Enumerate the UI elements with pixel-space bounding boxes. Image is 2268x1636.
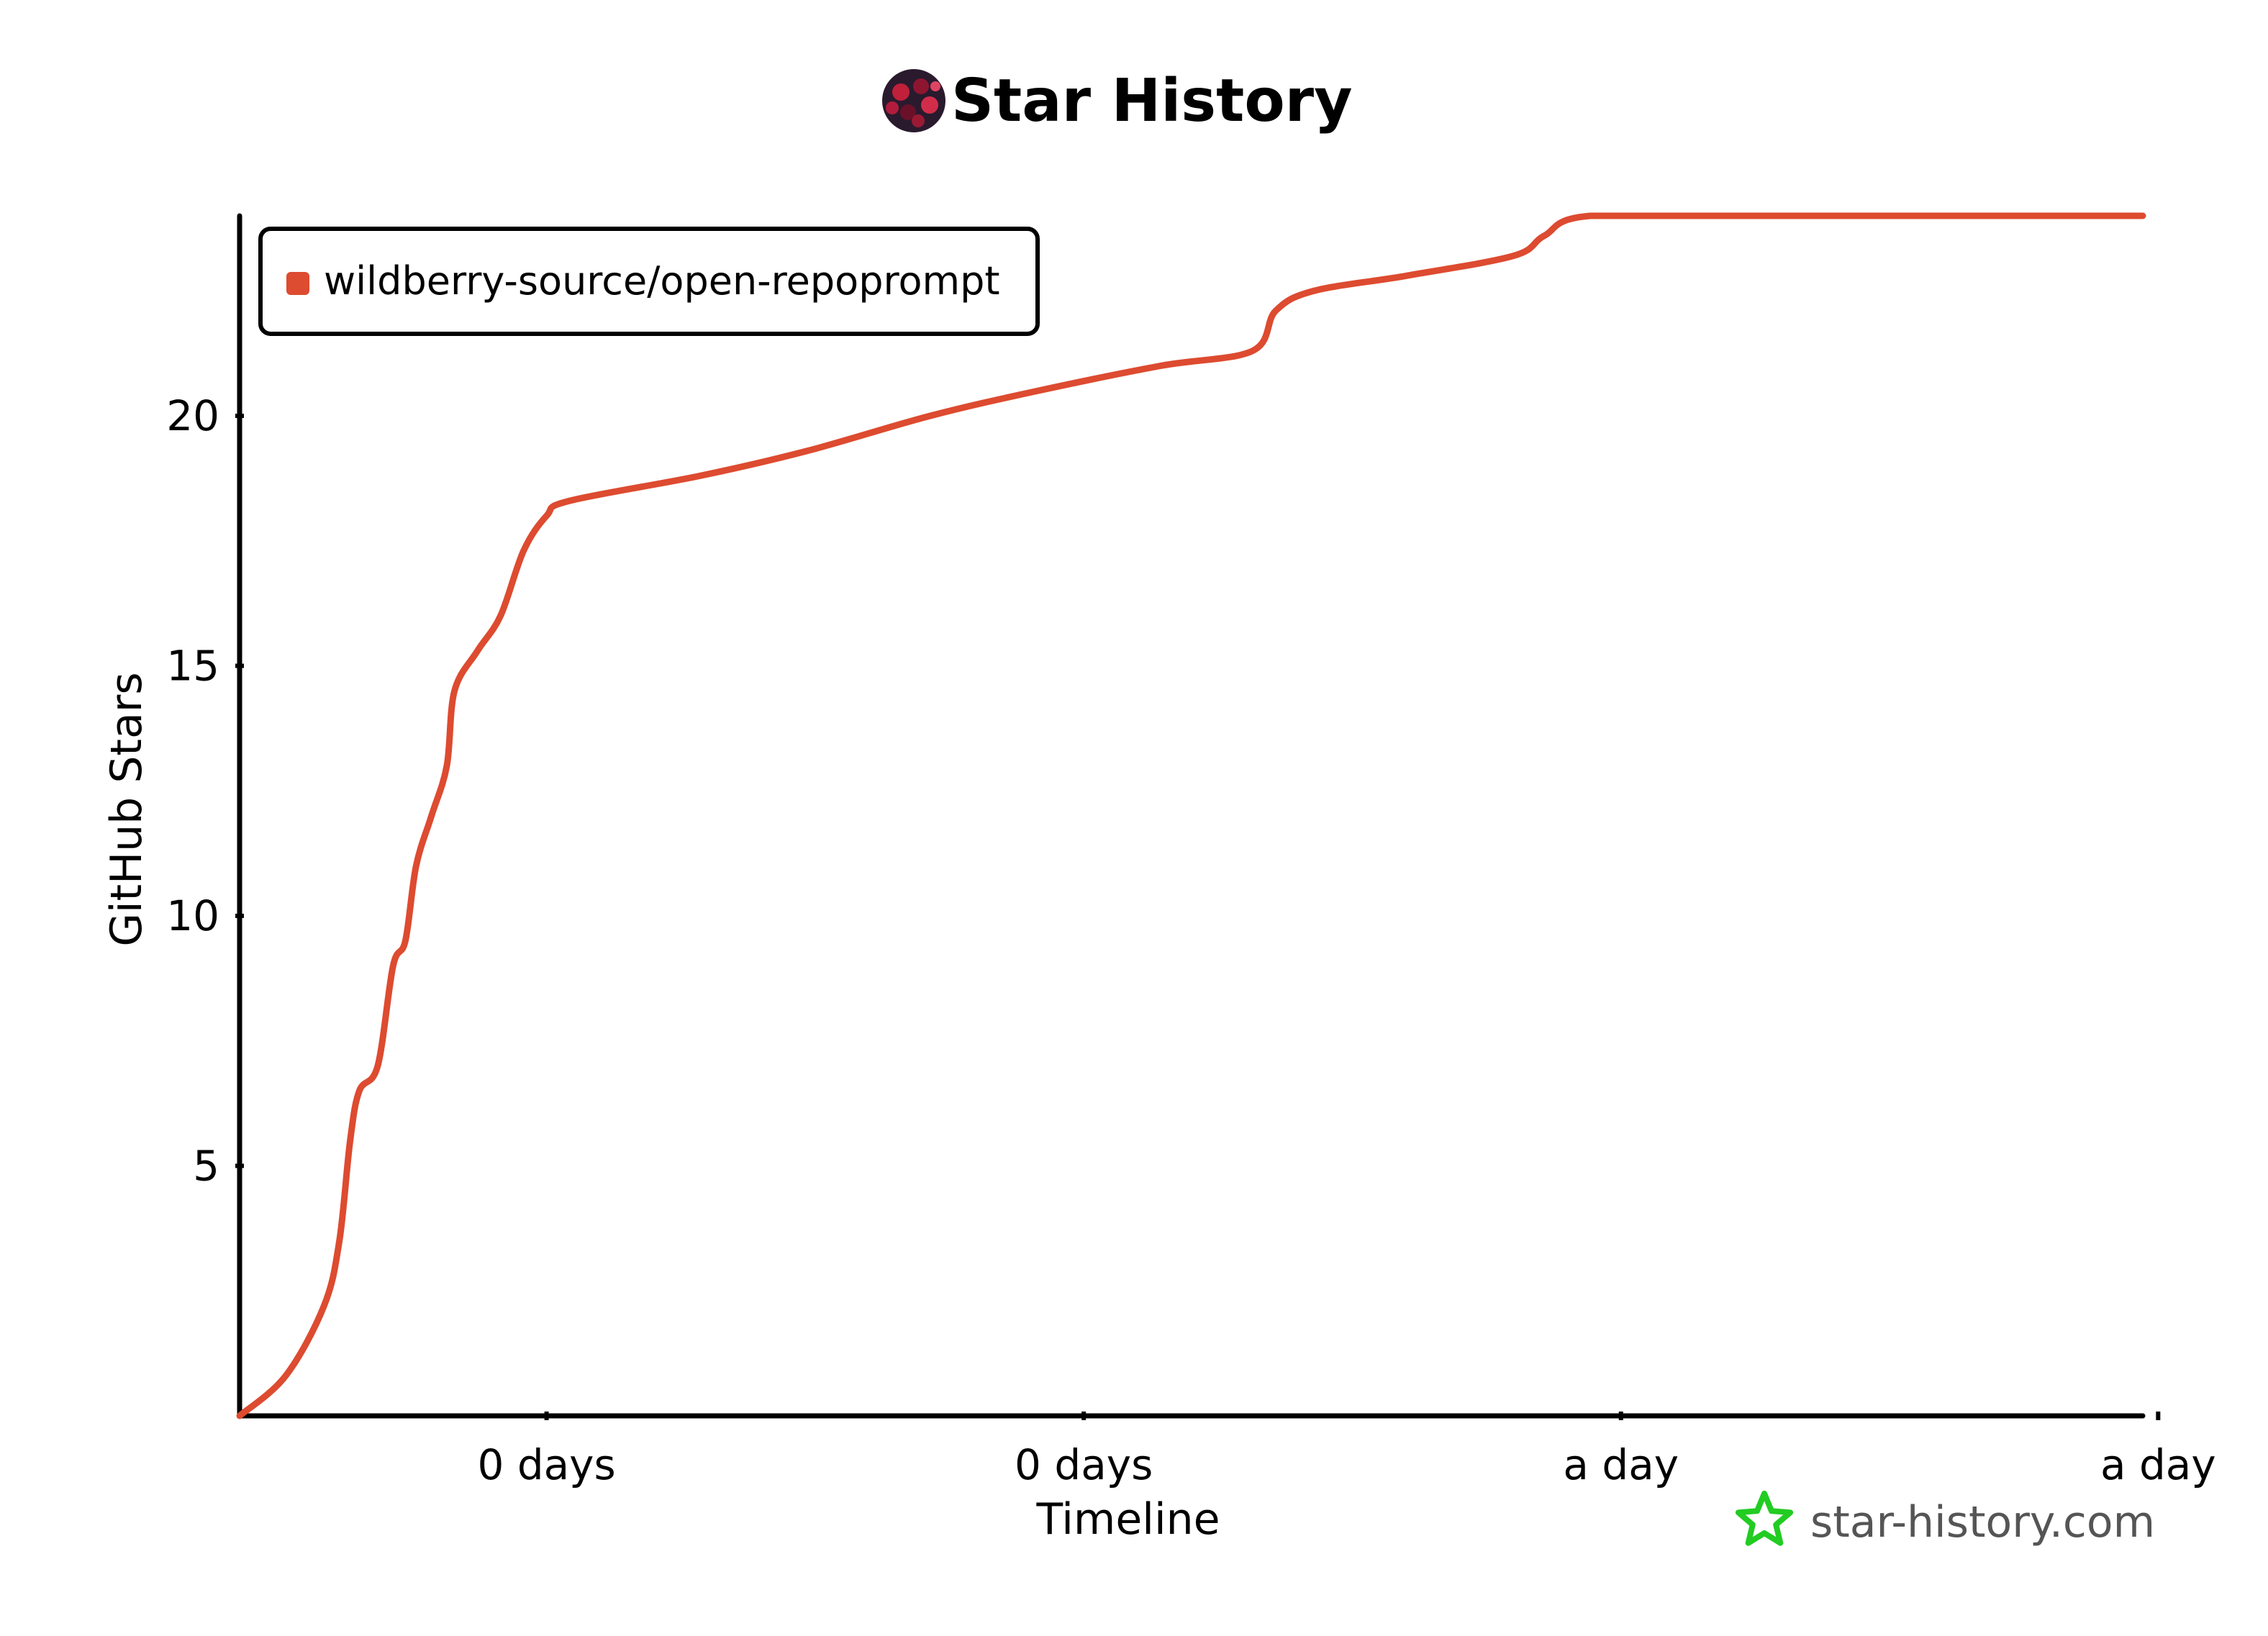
watermark: star-history.com <box>1735 1491 2155 1548</box>
y-tick-label: 15 <box>166 642 219 691</box>
star-outline-icon <box>1735 1491 1794 1546</box>
series-line <box>236 212 2146 1419</box>
x-axis-ticks: 0 days 0 days a day a day <box>477 1412 2216 1489</box>
y-tick-label: 10 <box>166 891 219 940</box>
y-axis-ticks: 5 10 15 20 <box>166 391 244 1191</box>
y-tick-label: 5 <box>193 1142 219 1191</box>
chart-title-group: Star History <box>882 67 1353 135</box>
legend-swatch <box>286 272 309 295</box>
chart-title: Star History <box>951 67 1353 135</box>
x-tick-label: 0 days <box>1015 1440 1153 1489</box>
x-tick-label: a day <box>1563 1440 1679 1489</box>
legend: wildberry-source/open-repoprompt <box>258 227 1040 336</box>
y-axis-label: GitHub Stars <box>101 672 152 946</box>
x-tick-label: 0 days <box>477 1440 615 1489</box>
x-axis-label: Timeline <box>1035 1494 1220 1545</box>
watermark-text: star-history.com <box>1810 1497 2155 1548</box>
y-tick-label: 20 <box>166 391 219 440</box>
legend-label: wildberry-source/open-repoprompt <box>324 258 1000 304</box>
x-tick-label: a day <box>2100 1440 2216 1489</box>
wildberry-avatar-icon <box>882 69 945 132</box>
legend-box <box>258 227 1040 336</box>
series-layer <box>236 212 2146 1419</box>
